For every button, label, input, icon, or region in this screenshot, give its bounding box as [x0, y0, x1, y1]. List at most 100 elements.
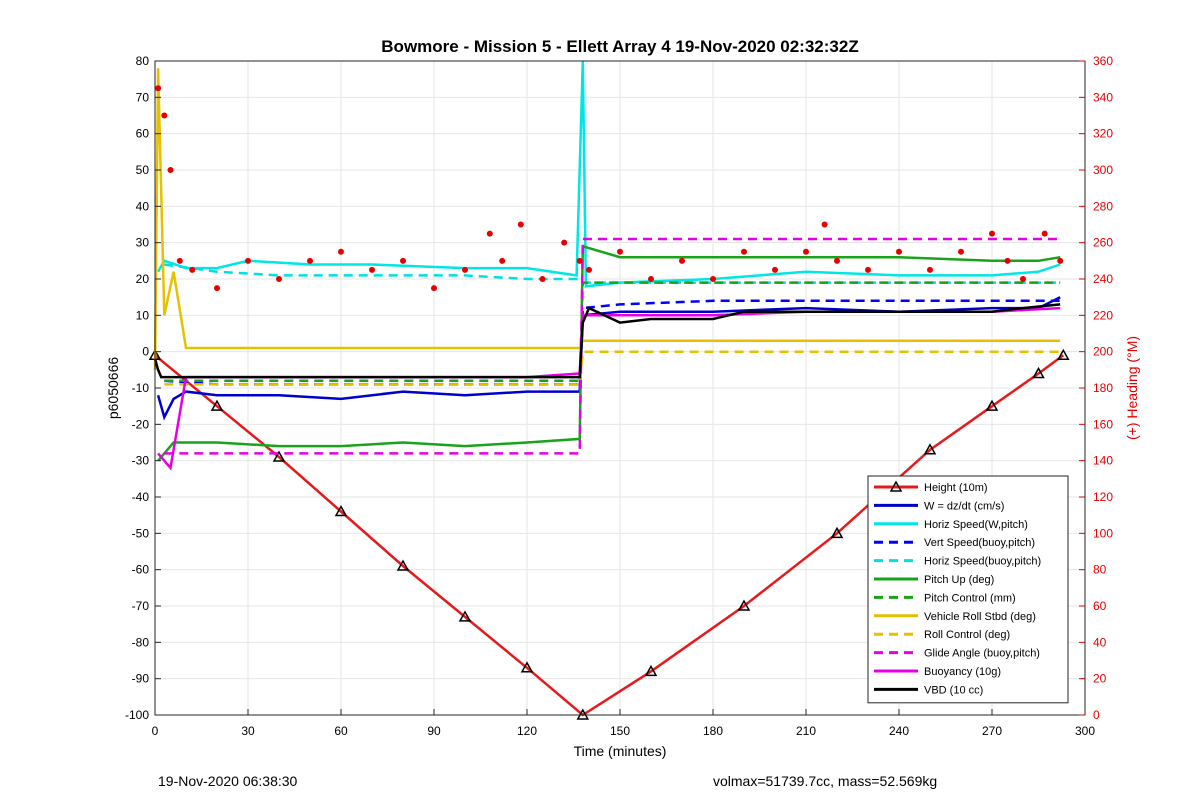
legend-label: Height (10m): [924, 482, 988, 494]
heading-point: [679, 257, 685, 264]
heading-point: [586, 266, 592, 273]
y-left-tick-label: 50: [136, 163, 150, 177]
height-marker: [520, 661, 534, 673]
series-pitch-up-deg: [157, 244, 1061, 462]
y-left-tick-label: -30: [132, 454, 150, 468]
left-axis-label: p6050666: [105, 357, 121, 420]
heading-point: [539, 276, 546, 282]
heading-point: [896, 248, 902, 255]
heading-point: [369, 266, 375, 273]
heading-point: [741, 248, 747, 255]
series-roll-control-deg: [164, 350, 1061, 386]
height-marker: [1057, 348, 1070, 361]
legend-marker: [889, 480, 903, 492]
legend-label: Vehicle Roll Stbd (deg): [924, 611, 1036, 623]
heading-point: [167, 167, 174, 173]
y-left-tick-label: 20: [136, 272, 150, 286]
height-marker: [923, 443, 937, 455]
y-right-tick-label: 300: [1093, 163, 1113, 177]
footer-timestamp: 19-Nov-2020 06:38:30: [158, 773, 298, 789]
heading-point: [431, 285, 437, 292]
series-vehicle-roll-stbd-deg: [153, 68, 1061, 370]
x-axis: 0 30 60 90 120 150 180 210 240 270 300: [152, 709, 1095, 738]
y-left-tick-label: -50: [132, 526, 150, 540]
footer-vehicle-info: volmax=51739.7cc, mass=52.569kg: [713, 773, 938, 789]
heading-point: [834, 257, 840, 264]
left-axis: -100-90-80-70-60-50-40-30-20-10010203040…: [125, 54, 161, 722]
legend-label: Horiz Speed(buoy,pitch): [924, 556, 1041, 568]
y-right-tick-label: 180: [1093, 381, 1113, 395]
y-right-tick-label: 0: [1093, 708, 1100, 722]
series-pitch-control-mm: [164, 281, 1061, 382]
heading-point: [338, 248, 344, 255]
chart-title: Bowmore - Mission 5 - Ellett Array 4 19-…: [381, 37, 858, 56]
series-vbd-10-cc: [153, 303, 1061, 379]
y-left-tick-label: -70: [132, 599, 150, 613]
heading-point: [486, 230, 493, 237]
heading-point: [927, 266, 933, 273]
heading-point: [1041, 230, 1048, 237]
heading-point: [1004, 257, 1011, 264]
y-right-tick-label: 120: [1093, 490, 1113, 504]
heading-point: [772, 266, 778, 273]
heading-point: [648, 276, 654, 282]
legend-label: Glide Angle (buoy,pitch): [924, 648, 1040, 660]
x-tick-label: 150: [610, 724, 630, 738]
x-tick-label: 30: [241, 724, 255, 738]
x-tick-label: 300: [1075, 724, 1095, 738]
y-right-tick-label: 340: [1093, 90, 1113, 104]
legend: Height (10m) W = dz/dt (cm/s) Horiz Speed(…: [867, 475, 1069, 704]
heading-point: [462, 266, 468, 273]
heading-point: [989, 230, 995, 237]
height-marker: [334, 504, 348, 517]
x-tick-label: 0: [152, 724, 159, 738]
height-marker: [396, 559, 410, 571]
y-right-tick-label: 140: [1093, 454, 1113, 468]
y-left-tick-label: -80: [132, 635, 150, 649]
x-tick-label: 90: [427, 724, 441, 738]
heading-point: [517, 221, 524, 228]
height-marker: [644, 664, 658, 677]
y-left-tick-label: 40: [136, 199, 150, 213]
y-right-tick-label: 260: [1093, 236, 1113, 250]
y-right-tick-label: 40: [1093, 635, 1107, 649]
heading-point: [617, 248, 623, 255]
heading-point: [307, 257, 313, 264]
height-marker: [272, 450, 286, 462]
heading-point: [803, 248, 809, 255]
y-right-tick-label: 60: [1093, 599, 1107, 613]
height-marker: [210, 399, 224, 411]
y-right-tick-label: 160: [1093, 417, 1113, 431]
legend-label: Horiz Speed(W,pitch): [924, 519, 1028, 531]
legend-label: W = dz/dt (cm/s): [924, 500, 1004, 512]
heading-point: [865, 266, 871, 273]
y-left-tick-label: 80: [136, 54, 150, 68]
y-right-tick-label: 80: [1093, 563, 1107, 577]
heading-point: [161, 112, 168, 119]
y-left-tick-label: 30: [136, 236, 150, 250]
heading-point: [189, 266, 196, 273]
y-left-tick-label: 60: [136, 127, 150, 141]
heading-point: [276, 276, 282, 282]
heading-point: [821, 221, 828, 228]
right-axis-label: (+) Heading (°M): [1124, 336, 1140, 440]
y-left-tick-label: -40: [132, 490, 150, 504]
y-right-tick-label: 240: [1093, 272, 1113, 286]
series-horiz-speed-w-pitch: [157, 60, 1061, 288]
height-marker: [985, 399, 999, 411]
y-left-tick-label: -90: [132, 672, 150, 686]
heading-point: [1057, 257, 1064, 264]
y-right-tick-label: 220: [1093, 308, 1113, 322]
y-left-tick-label: 70: [136, 90, 150, 104]
heading-point: [576, 257, 583, 264]
x-tick-label: 270: [982, 724, 1002, 738]
series-glide-angle-buoy-pitch: [164, 237, 1061, 455]
y-right-tick-label: 20: [1093, 672, 1107, 686]
heading-point: [710, 276, 716, 282]
height-marker: [1032, 366, 1045, 379]
x-tick-label: 180: [703, 724, 723, 738]
x-tick-label: 60: [334, 724, 348, 738]
y-left-tick-label: 0: [142, 345, 149, 359]
legend-label: Buoyancy (10g): [924, 666, 1001, 678]
